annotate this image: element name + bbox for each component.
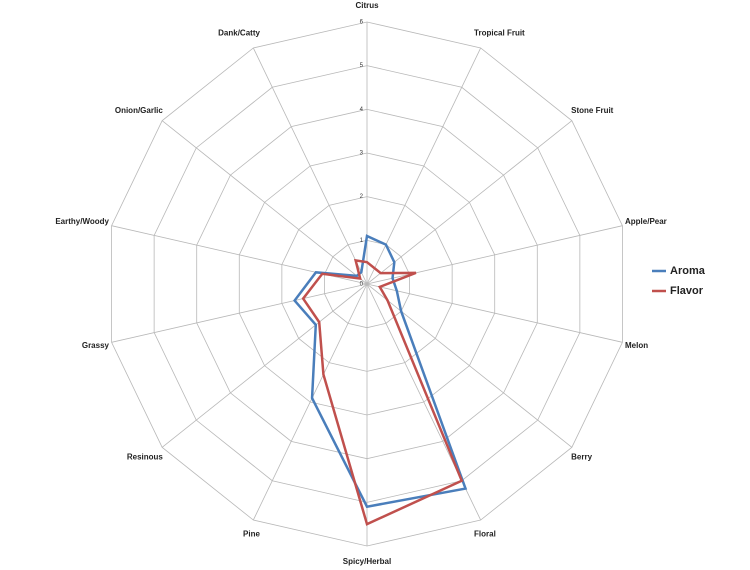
- series-line: [293, 234, 468, 509]
- spoke: [366, 283, 573, 448]
- spoke: [366, 283, 623, 343]
- y-tick-label: 3: [360, 151, 364, 157]
- category-label: Grassy: [82, 341, 110, 350]
- category-label: Melon: [625, 341, 648, 350]
- series-line: [301, 258, 464, 526]
- y-tick-label: 2: [360, 194, 364, 200]
- category-label: Resinous: [127, 452, 164, 461]
- legend-label: Aroma: [670, 265, 706, 277]
- spoke: [366, 47, 482, 285]
- category-label: Floral: [474, 530, 496, 539]
- category-label: Tropical Fruit: [474, 29, 525, 38]
- category-label: Spicy/Herbal: [343, 557, 391, 566]
- y-tick-label: 0: [360, 282, 364, 288]
- spoke: [252, 283, 368, 521]
- spoke: [111, 283, 368, 343]
- category-label: Apple/Pear: [625, 217, 667, 226]
- spoke: [366, 120, 573, 285]
- category-label: Citrus: [355, 1, 379, 10]
- category-label: Dank/Catty: [218, 29, 260, 38]
- spoke: [161, 283, 368, 448]
- y-tick-label: 6: [360, 20, 364, 26]
- category-label: Berry: [571, 452, 592, 461]
- category-label: Onion/Garlic: [115, 106, 164, 115]
- legend-label: Flavor: [670, 285, 704, 297]
- y-tick-label: 4: [360, 107, 364, 113]
- spoke: [252, 47, 368, 285]
- category-label: Pine: [243, 530, 260, 539]
- category-label: Earthy/Woody: [55, 217, 109, 226]
- y-tick-label: 1: [360, 238, 364, 244]
- category-label: Stone Fruit: [571, 106, 614, 115]
- y-tick-label: 5: [360, 63, 364, 69]
- spoke: [161, 120, 368, 285]
